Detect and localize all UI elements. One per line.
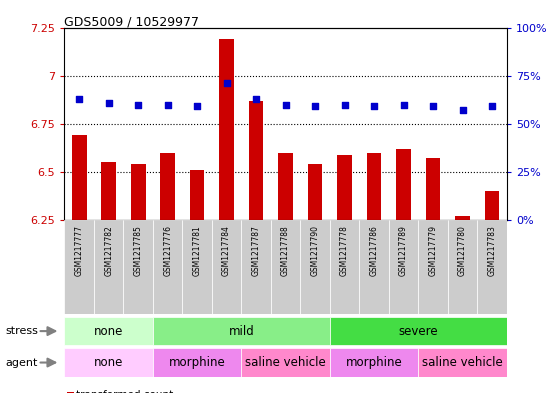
Bar: [426, 158, 441, 220]
Text: GSM1217782: GSM1217782: [104, 225, 113, 275]
Point: [428, 103, 437, 110]
Text: GSM1217785: GSM1217785: [134, 225, 143, 275]
Bar: [220, 39, 234, 220]
Bar: [278, 152, 293, 220]
Text: severe: severe: [399, 325, 438, 338]
Text: GSM1217778: GSM1217778: [340, 225, 349, 275]
FancyBboxPatch shape: [123, 220, 153, 314]
FancyBboxPatch shape: [153, 349, 241, 376]
FancyBboxPatch shape: [64, 220, 94, 314]
Bar: [396, 149, 411, 220]
Text: GDS5009 / 10529977: GDS5009 / 10529977: [64, 16, 199, 29]
Point: [370, 103, 379, 110]
FancyBboxPatch shape: [64, 317, 153, 345]
Point: [311, 103, 320, 110]
Text: saline vehicle: saline vehicle: [422, 356, 503, 369]
Point: [399, 101, 408, 108]
Text: GSM1217788: GSM1217788: [281, 225, 290, 275]
Bar: [72, 135, 87, 220]
Text: GSM1217777: GSM1217777: [74, 225, 83, 276]
Point: [488, 103, 497, 110]
FancyBboxPatch shape: [389, 220, 418, 314]
Bar: [484, 191, 500, 220]
Text: GSM1217781: GSM1217781: [193, 225, 202, 275]
FancyBboxPatch shape: [241, 220, 271, 314]
Text: GSM1217783: GSM1217783: [488, 225, 497, 275]
FancyBboxPatch shape: [153, 220, 183, 314]
FancyBboxPatch shape: [300, 220, 330, 314]
Bar: [249, 101, 264, 220]
Bar: [308, 164, 323, 220]
Text: none: none: [94, 325, 123, 338]
Bar: [101, 162, 116, 220]
Text: GSM1217787: GSM1217787: [251, 225, 260, 275]
Text: GSM1217779: GSM1217779: [428, 225, 437, 276]
FancyBboxPatch shape: [183, 220, 212, 314]
Text: GSM1217776: GSM1217776: [163, 225, 172, 276]
Text: saline vehicle: saline vehicle: [245, 356, 326, 369]
Text: GSM1217780: GSM1217780: [458, 225, 467, 275]
FancyBboxPatch shape: [330, 220, 360, 314]
Text: agent: agent: [6, 358, 38, 367]
Point: [340, 101, 349, 108]
Text: morphine: morphine: [346, 356, 403, 369]
Text: mild: mild: [228, 325, 254, 338]
Text: none: none: [94, 356, 123, 369]
Text: GSM1217786: GSM1217786: [370, 225, 379, 275]
Bar: [160, 152, 175, 220]
FancyBboxPatch shape: [330, 349, 418, 376]
Point: [251, 95, 260, 102]
FancyBboxPatch shape: [448, 220, 477, 314]
Bar: [130, 164, 146, 220]
Point: [281, 101, 290, 108]
Bar: [455, 216, 470, 220]
Point: [163, 101, 172, 108]
Text: transformed count: transformed count: [76, 390, 173, 393]
FancyBboxPatch shape: [360, 220, 389, 314]
FancyBboxPatch shape: [418, 220, 448, 314]
Text: GSM1217790: GSM1217790: [311, 225, 320, 276]
Bar: [190, 170, 204, 220]
Point: [458, 107, 467, 114]
FancyBboxPatch shape: [64, 349, 153, 376]
Text: GSM1217784: GSM1217784: [222, 225, 231, 275]
FancyBboxPatch shape: [94, 220, 123, 314]
Point: [222, 80, 231, 86]
FancyBboxPatch shape: [477, 220, 507, 314]
Bar: [367, 152, 381, 220]
Point: [74, 95, 83, 102]
FancyBboxPatch shape: [212, 220, 241, 314]
FancyBboxPatch shape: [330, 317, 507, 345]
FancyBboxPatch shape: [153, 317, 330, 345]
FancyBboxPatch shape: [241, 349, 330, 376]
Bar: [337, 154, 352, 220]
Text: stress: stress: [6, 326, 39, 336]
FancyBboxPatch shape: [271, 220, 300, 314]
Point: [193, 103, 202, 110]
FancyBboxPatch shape: [418, 349, 507, 376]
Text: morphine: morphine: [169, 356, 226, 369]
Text: GSM1217789: GSM1217789: [399, 225, 408, 275]
Point: [104, 99, 113, 106]
Point: [134, 101, 143, 108]
